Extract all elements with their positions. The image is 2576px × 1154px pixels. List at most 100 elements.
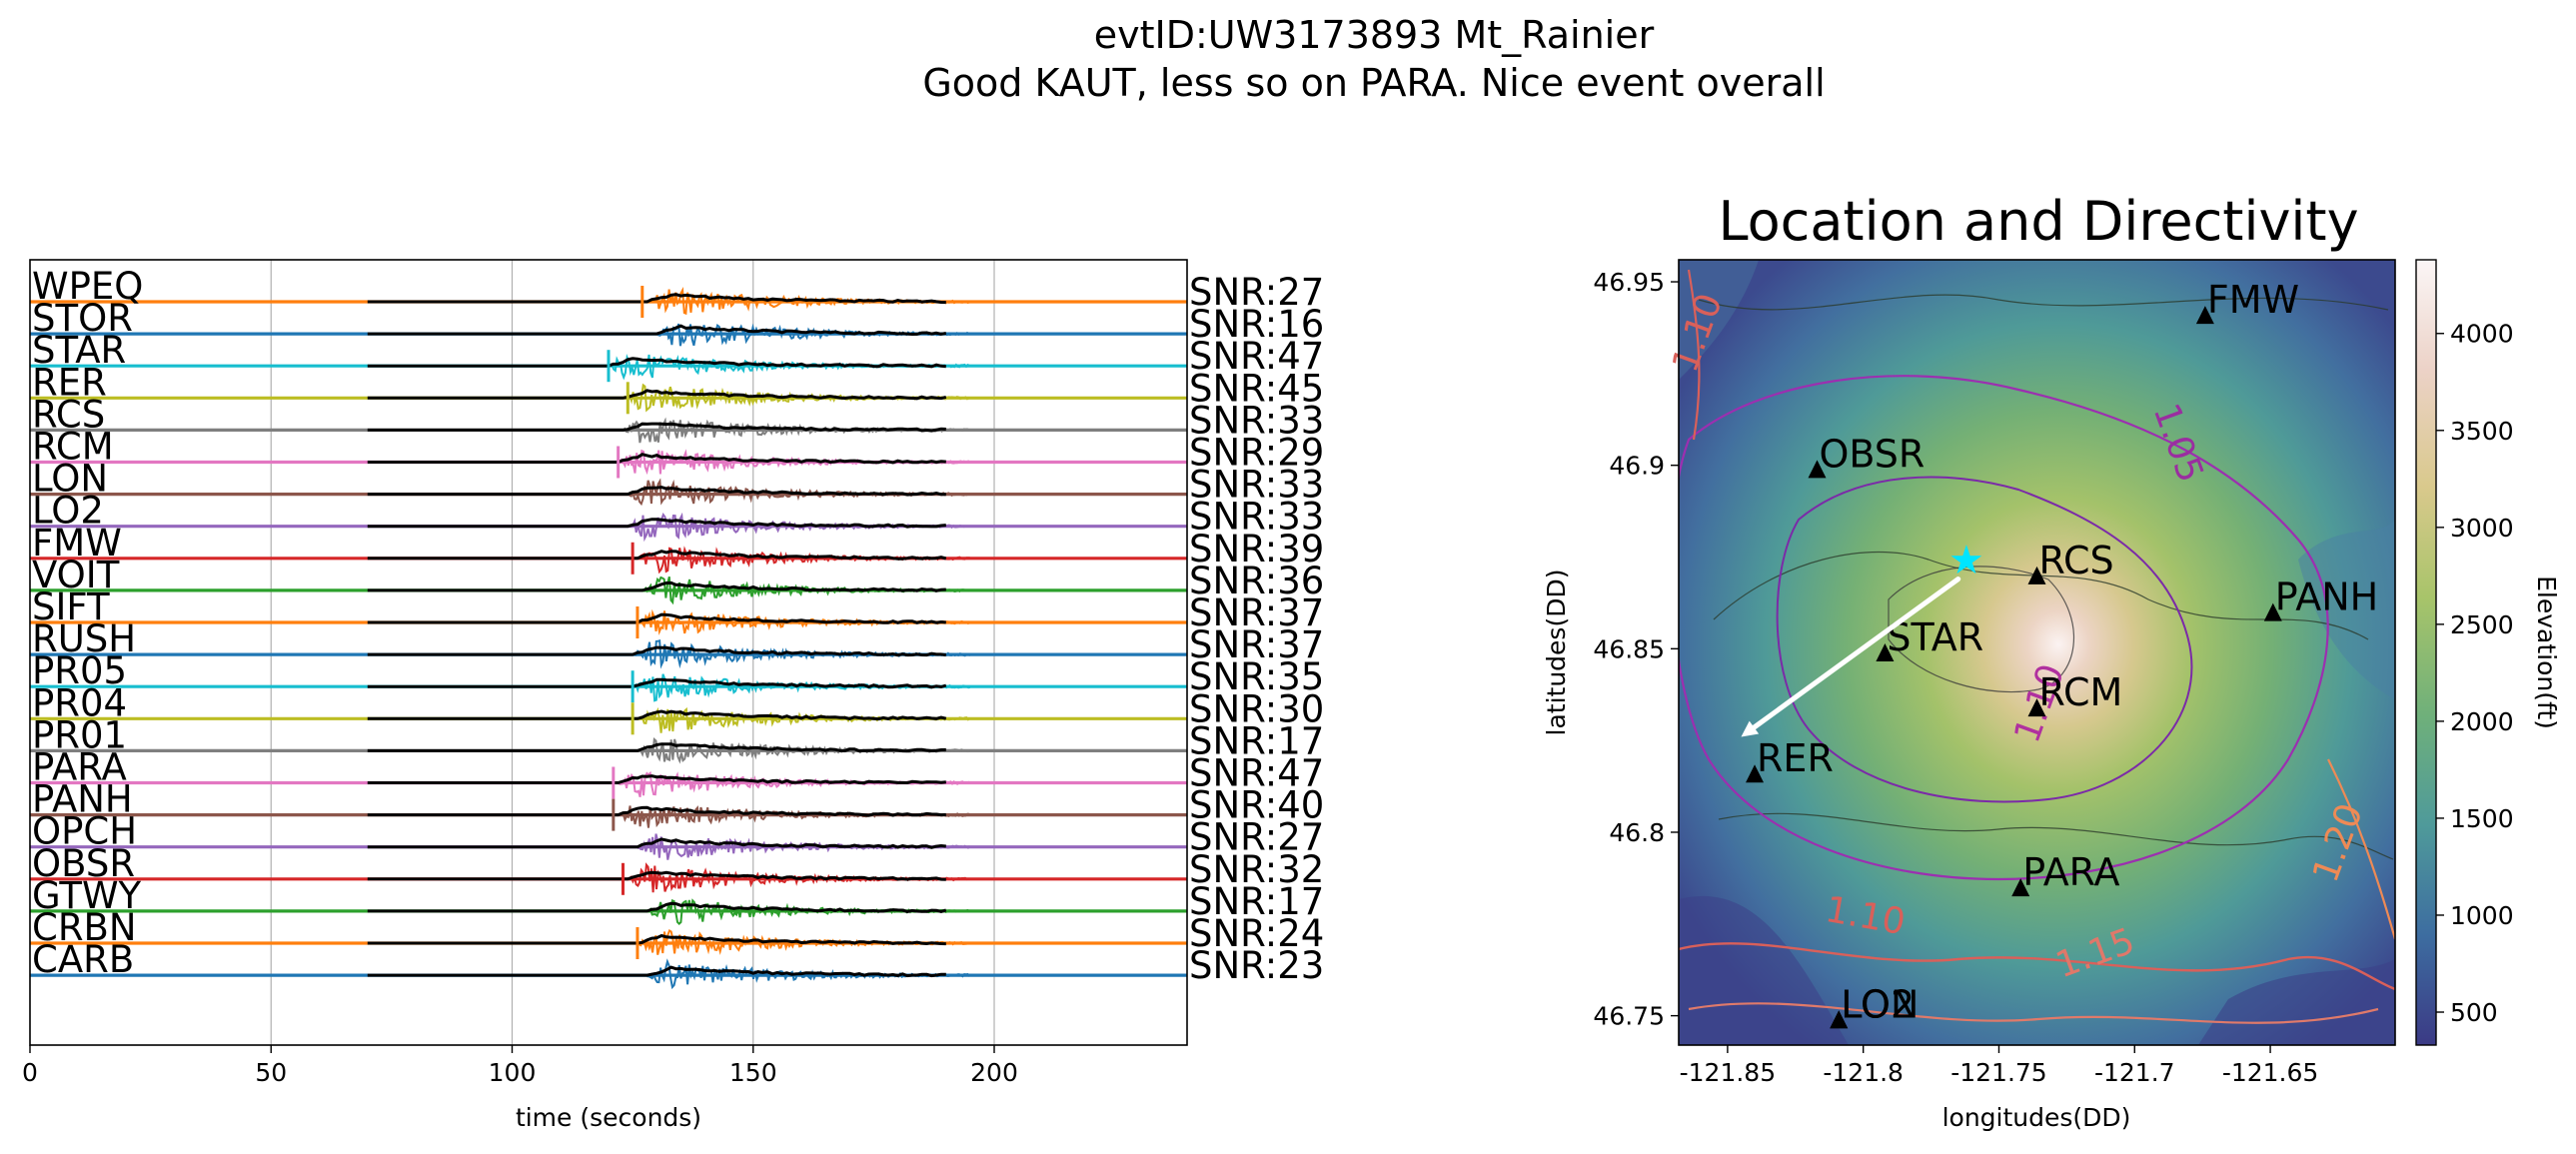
- station-triangle-icon: [1808, 460, 1827, 479]
- map-station-label: RCS: [2039, 539, 2114, 582]
- map-title: Location and Directivity: [1718, 190, 2358, 253]
- station-triangle-icon: [2195, 306, 2214, 325]
- map-x-tick-label: -121.85: [1680, 1058, 1777, 1087]
- trace-envelope: [367, 837, 946, 849]
- figure-title-line1: evtID:UW3173893 Mt_Rainier: [1094, 13, 1655, 57]
- colorbar-tick-label: 1500: [2450, 804, 2514, 833]
- trace-envelope: [367, 612, 946, 624]
- trace-rush: RUSH SNR:37: [30, 617, 1324, 669]
- snr-label: SNR:33: [1189, 464, 1324, 507]
- map-y-tick-label: 46.9: [1609, 452, 1665, 481]
- station-label: RER: [32, 361, 107, 404]
- trace-envelope: [367, 293, 946, 305]
- trace-para: PARA SNR:47: [30, 746, 1324, 799]
- map-station-label: PARA: [2022, 850, 2119, 894]
- map-station-obsr: OBSR: [1808, 432, 1925, 479]
- map-y-tick-label: 46.75: [1593, 1002, 1665, 1031]
- map-terrain: [1679, 260, 2395, 1045]
- colorbar-label: Elevation(ft): [2532, 576, 2561, 729]
- map-station-rcs: RCS: [2027, 539, 2114, 584]
- map-station-lo2: LO2: [1830, 982, 1915, 1029]
- station-label: STOR: [32, 297, 133, 340]
- map-x-tick-label: -121.8: [1823, 1058, 1904, 1087]
- station-label: FMW: [32, 522, 122, 565]
- colorbar-ticks: 500 1000 1500 2000 2500 3000 3500 4000: [2436, 320, 2514, 1027]
- map-x-tick-label: -121.7: [2094, 1058, 2175, 1087]
- map-station-label: STAR: [1887, 615, 1983, 659]
- trace-rer: RER SNR:45: [30, 361, 1324, 415]
- map-station-label: FMW: [2207, 278, 2299, 322]
- station-label: PR05: [32, 649, 127, 692]
- trace-envelope: [367, 742, 946, 753]
- x-tick-label: 100: [489, 1058, 537, 1087]
- station-label: WPEQ: [32, 265, 143, 308]
- trace-envelope: [367, 965, 946, 978]
- x-tick-label: 150: [729, 1058, 777, 1087]
- map-station-panh: PANH: [2263, 576, 2378, 621]
- trace-lon: LON SNR:33: [30, 458, 1324, 507]
- trace-envelope: [367, 677, 947, 689]
- colorbar-tick-label: 2000: [2450, 707, 2514, 736]
- station-label: RCS: [32, 393, 105, 436]
- snr-label: SNR:29: [1189, 432, 1324, 475]
- location-map: Location and Directivity 1.101.051.101.1…: [1542, 190, 2561, 1132]
- colorbar-tick-label: 3500: [2450, 417, 2514, 446]
- figure-title-line2: Good KAUT, less so on PARA. Nice event o…: [922, 61, 1825, 105]
- map-station-label: RER: [1757, 736, 1834, 780]
- snr-label: SNR:16: [1189, 303, 1324, 346]
- map-y-tick-label: 46.8: [1609, 818, 1665, 847]
- trace-crbn: CRBN SNR:24: [30, 906, 1324, 959]
- station-triangle-icon: [2027, 566, 2046, 584]
- snr-label: SNR:32: [1189, 848, 1324, 891]
- snr-label: SNR:36: [1189, 560, 1324, 602]
- trace-stor: STOR SNR:16: [30, 297, 1324, 347]
- station-label: STAR: [32, 329, 126, 372]
- station-label: GTWY: [32, 874, 142, 917]
- station-label: SIFT: [32, 585, 110, 628]
- trace-pr05: PR05 SNR:35: [30, 649, 1324, 703]
- trace-rcs: RCS SNR:33: [30, 393, 1324, 444]
- x-tick-label: 50: [255, 1058, 287, 1087]
- trace-sift: SIFT SNR:37: [30, 585, 1324, 638]
- station-label: OBSR: [32, 842, 135, 885]
- trace-envelope: [367, 709, 947, 721]
- map-station-para: PARA: [2011, 850, 2120, 897]
- trace-envelope: [367, 486, 946, 497]
- map-y-tick-label: 46.95: [1593, 268, 1665, 297]
- snr-label: SNR:37: [1189, 591, 1324, 634]
- trace-envelope: [367, 870, 946, 881]
- trace-wpeq: WPEQ SNR:27: [30, 265, 1324, 318]
- trace-obsr: OBSR SNR:32: [30, 842, 1324, 895]
- trace-pr01: PR01 SNR:17: [30, 713, 1324, 764]
- station-label: LON: [32, 458, 108, 501]
- trace-envelope: [367, 453, 946, 465]
- colorbar: [2415, 259, 2437, 1046]
- station-label: LO2: [32, 490, 104, 533]
- snr-label: SNR:47: [1189, 335, 1324, 378]
- trace-envelope: [367, 422, 946, 433]
- trace-envelope: [367, 357, 946, 369]
- trace-envelope: [367, 550, 947, 561]
- snr-label: SNR:24: [1189, 912, 1324, 955]
- trace-envelope: [367, 518, 946, 529]
- waveform-x-ticks: 0 50 100 150 200: [22, 1045, 1018, 1087]
- map-y-ticks: 46.75 46.8 46.85 46.9 46.95: [1593, 268, 1679, 1031]
- map-station-lon: LON: [1830, 982, 1919, 1029]
- trace-opch: OPCH SNR:27: [30, 810, 1324, 860]
- station-label: PARA: [32, 746, 127, 789]
- station-triangle-icon: [2027, 698, 2046, 717]
- map-station-fmw: FMW: [2195, 278, 2299, 325]
- waveform-axes-frame: [29, 259, 1188, 1046]
- trace-envelope: [367, 645, 947, 657]
- map-station-label: PANH: [2275, 576, 2378, 619]
- snr-label: SNR:39: [1189, 528, 1324, 571]
- trace-pr04: PR04 SNR:30: [30, 681, 1324, 735]
- colorbar-tick-label: 1000: [2450, 901, 2514, 930]
- station-label: VOIT: [32, 554, 120, 596]
- map-axes-frame: [1678, 259, 2396, 1046]
- snr-label: SNR:30: [1189, 687, 1324, 730]
- station-triangle-icon: [1876, 643, 1895, 661]
- station-label: CRBN: [32, 906, 137, 949]
